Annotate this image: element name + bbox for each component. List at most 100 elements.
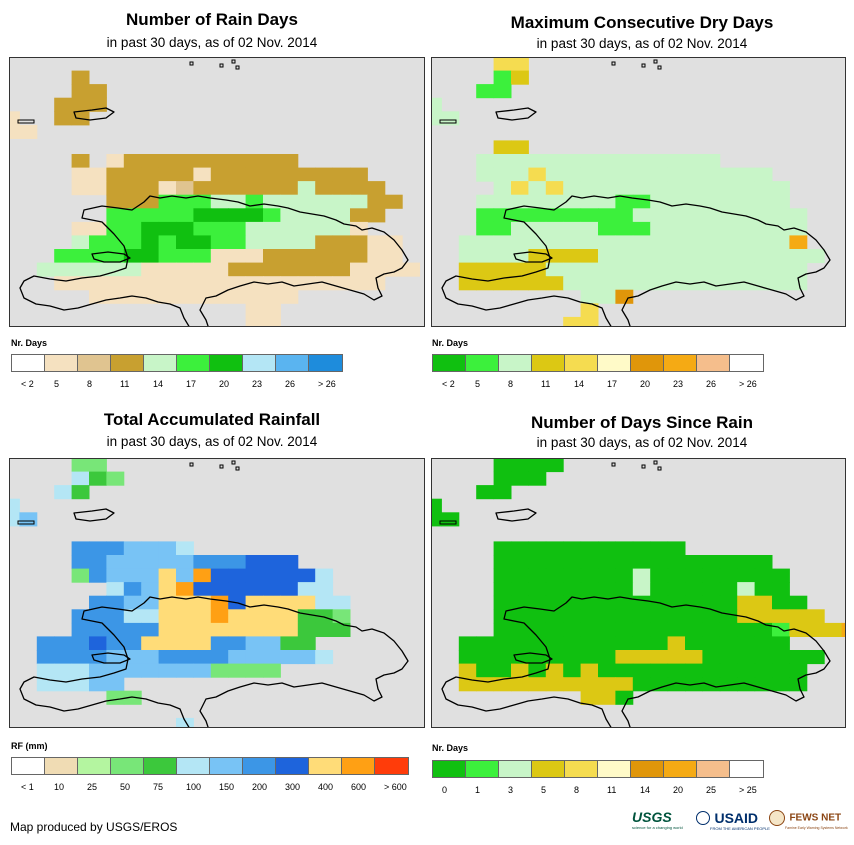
coastline-path bbox=[19, 195, 409, 326]
grid-cell bbox=[598, 235, 616, 250]
grid-cell bbox=[511, 609, 529, 624]
grid-cell bbox=[598, 609, 616, 624]
grid-cell bbox=[123, 609, 142, 624]
panel-days-since-rain: Number of Days Since Rain in past 30 day… bbox=[430, 400, 854, 800]
grid-cell bbox=[89, 622, 107, 637]
grid-cell bbox=[685, 636, 703, 651]
grid-cell bbox=[772, 677, 790, 692]
grid-cell bbox=[754, 595, 773, 610]
legend-swatch bbox=[375, 758, 408, 774]
grid-cell bbox=[280, 636, 299, 651]
grid-cell bbox=[702, 582, 721, 597]
grid-cell bbox=[667, 541, 686, 556]
grid-cell bbox=[580, 650, 599, 665]
legend-swatch bbox=[697, 761, 730, 777]
grid-cell bbox=[650, 650, 669, 665]
grid-cell bbox=[332, 221, 351, 236]
grid-cell bbox=[89, 555, 107, 570]
grid-cell bbox=[702, 622, 721, 637]
grid-cell bbox=[511, 595, 529, 610]
grid-cell bbox=[158, 663, 177, 678]
grid-cell bbox=[806, 609, 825, 624]
grid-cell bbox=[280, 609, 299, 624]
grid-cell bbox=[280, 595, 299, 610]
grid-cell bbox=[702, 221, 721, 236]
grid-cell bbox=[650, 677, 669, 692]
grid-cell bbox=[632, 677, 651, 692]
grid-cell bbox=[141, 622, 160, 637]
map-days-since-rain bbox=[431, 458, 846, 728]
islet-outline bbox=[641, 63, 646, 68]
legend-bar-max-dry-days bbox=[432, 354, 764, 372]
grid-cell bbox=[702, 208, 721, 223]
grid-cell bbox=[350, 181, 368, 196]
grid-cell bbox=[123, 568, 142, 583]
grid-cell bbox=[228, 289, 247, 304]
grid-cell bbox=[563, 636, 582, 651]
grid-cell bbox=[493, 485, 512, 500]
grid-cell bbox=[193, 289, 212, 304]
grid-cell bbox=[580, 595, 599, 610]
grid-cell bbox=[458, 677, 477, 692]
grid-cell bbox=[545, 235, 564, 250]
grid-cell bbox=[245, 663, 264, 678]
grid-cell bbox=[598, 208, 616, 223]
grid-cell bbox=[89, 677, 107, 692]
grid-cell bbox=[754, 650, 773, 665]
grid-cell bbox=[545, 181, 564, 196]
panel-max-dry-days: Maximum Consecutive Dry Days in past 30 … bbox=[430, 0, 854, 400]
grid-cell bbox=[476, 194, 495, 209]
grid-cell bbox=[228, 154, 247, 169]
legend-swatch bbox=[664, 761, 697, 777]
panel-title: Total Accumulated Rainfall bbox=[103, 410, 321, 429]
grid-cell bbox=[650, 636, 669, 651]
grid-cell bbox=[545, 262, 564, 277]
grid-cell bbox=[476, 636, 495, 651]
map-canvas bbox=[10, 459, 409, 727]
grid-cell bbox=[772, 663, 790, 678]
grid-cell bbox=[702, 663, 721, 678]
grid-cell bbox=[106, 235, 125, 250]
grid-cell bbox=[245, 167, 264, 182]
grid-cell bbox=[89, 595, 107, 610]
map-rain-days bbox=[9, 57, 425, 327]
grid-cell bbox=[245, 636, 264, 651]
grid-cell bbox=[71, 485, 90, 500]
grid-cell bbox=[332, 609, 351, 624]
grid-cell bbox=[493, 555, 512, 570]
grid-cell bbox=[580, 167, 599, 182]
grid-cell bbox=[245, 194, 264, 209]
grid-cell bbox=[754, 249, 773, 264]
grid-cell bbox=[228, 568, 247, 583]
grid-cell bbox=[297, 181, 316, 196]
grid-cell bbox=[615, 609, 634, 624]
grid-cell bbox=[315, 194, 334, 209]
grid-cell bbox=[511, 541, 529, 556]
grid-cell bbox=[245, 555, 264, 570]
grid-cell bbox=[89, 289, 107, 304]
grid-cell bbox=[210, 289, 229, 304]
grid-cell bbox=[141, 167, 160, 182]
grid-cell bbox=[632, 568, 651, 583]
grid-cell bbox=[511, 70, 529, 85]
grid-cell bbox=[493, 663, 512, 678]
grid-cell bbox=[71, 181, 90, 196]
grid-cell bbox=[476, 663, 495, 678]
grid-cell bbox=[210, 582, 229, 597]
grid-cell bbox=[754, 636, 773, 651]
grid-cell bbox=[754, 235, 773, 250]
grid-cell bbox=[719, 235, 738, 250]
grid-cell bbox=[545, 636, 564, 651]
grid-cell bbox=[476, 154, 495, 169]
panel-subtitle: in past 30 days, as of 02 Nov. 2014 bbox=[106, 35, 318, 50]
grid-cell bbox=[754, 208, 773, 223]
grid-cell bbox=[580, 208, 599, 223]
grid-cell bbox=[210, 235, 229, 250]
grid-cell bbox=[563, 663, 582, 678]
grid-cell bbox=[493, 568, 512, 583]
legend-swatch bbox=[565, 355, 598, 371]
legend-tick-label: 11 bbox=[607, 785, 617, 795]
grid-cell bbox=[176, 622, 194, 637]
grid-cell bbox=[350, 235, 368, 250]
grid-cell bbox=[332, 194, 351, 209]
